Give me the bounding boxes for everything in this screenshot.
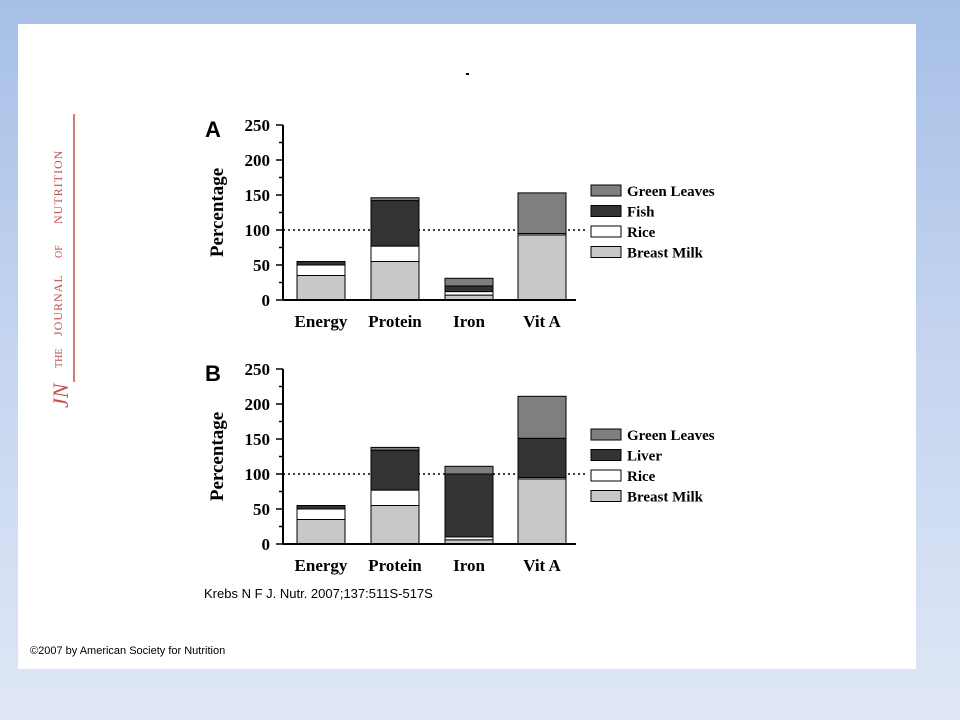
y-tick-label: 250 xyxy=(245,116,271,135)
bar-segment xyxy=(444,285,494,293)
bar-segment xyxy=(370,446,420,451)
bar-segment xyxy=(370,449,420,491)
bar-segment xyxy=(296,508,346,520)
chart-panel-a: A Percentage Energy Protein Iron Vit A 0 50 100 1… xyxy=(205,116,715,331)
y-tick-label: 50 xyxy=(253,256,270,275)
bar-segment xyxy=(517,437,567,479)
bar-segment xyxy=(517,192,567,234)
legend-label: Rice xyxy=(627,469,656,485)
legend-label: Fish xyxy=(627,205,655,221)
y-tick-label: 200 xyxy=(245,395,271,414)
journal-the: THE xyxy=(54,349,65,368)
x-tick-label: Iron xyxy=(453,556,485,575)
copyright: ©2007 by American Society for Nutrition xyxy=(30,645,226,657)
panel-label: B xyxy=(205,361,221,386)
bar-segment xyxy=(444,291,494,296)
bar-segment xyxy=(296,261,346,266)
bar-segment xyxy=(517,478,567,545)
legend-swatch xyxy=(590,225,622,238)
legend-swatch xyxy=(590,184,622,197)
bar-segment xyxy=(370,489,420,507)
x-tick-label: Vit A xyxy=(523,556,561,575)
y-tick-label: 0 xyxy=(262,291,271,310)
y-tick-label: 150 xyxy=(245,186,271,205)
bar-segment xyxy=(517,395,567,439)
legend-swatch xyxy=(590,490,622,502)
y-tick-label: 250 xyxy=(245,360,271,379)
legend-label: Rice xyxy=(627,225,656,241)
x-tick-label: Iron xyxy=(453,312,485,331)
citation: Krebs N F J. Nutr. 2007;137:511S-517S xyxy=(204,586,433,601)
bar-segment xyxy=(296,275,346,301)
legend-label: Green Leaves xyxy=(627,184,715,200)
legend-label: Breast Milk xyxy=(627,490,704,506)
journal-word1: JOURNAL xyxy=(51,274,65,336)
legend-swatch xyxy=(590,246,622,258)
legend-label: Liver xyxy=(627,449,662,465)
bar-segment xyxy=(370,245,420,263)
bar-segment xyxy=(444,277,494,287)
x-tick-label: Vit A xyxy=(523,312,561,331)
legend-swatch xyxy=(590,469,622,482)
bar-segment xyxy=(370,261,420,301)
legend-swatch xyxy=(590,428,622,441)
y-tick-label: 100 xyxy=(245,465,271,484)
y-tick-label: 0 xyxy=(262,535,271,554)
bar-segment xyxy=(370,200,420,247)
y-tick-label: 150 xyxy=(245,430,271,449)
y-tick-label: 50 xyxy=(253,500,270,519)
y-axis-label: Percentage xyxy=(207,412,228,501)
x-tick-label: Protein xyxy=(368,556,422,575)
bar-segment xyxy=(296,519,346,545)
panel-label: A xyxy=(205,117,221,142)
x-tick-label: Energy xyxy=(295,556,348,575)
journal-of: OF xyxy=(54,245,65,258)
figure: A Percentage Energy Protein Iron Vit A 0 50 100 1… xyxy=(205,116,715,575)
bar-segment xyxy=(370,505,420,545)
legend-label: Breast Milk xyxy=(627,246,704,262)
bar-segment xyxy=(370,197,420,202)
y-axis-label: Percentage xyxy=(207,168,228,257)
journal-abbrev: JN xyxy=(48,382,73,408)
slide-panel: JN THE JOURNAL OF NUTRITION A Percentage E… xyxy=(18,24,916,669)
chart-panel-b: B Percentage Energy Protein Iron Vit A 0 50 100 1… xyxy=(205,360,715,575)
bar-segment xyxy=(444,465,494,475)
stray-mark xyxy=(466,73,469,75)
journal-logo: JN THE JOURNAL OF NUTRITION xyxy=(48,114,75,408)
x-tick-label: Protein xyxy=(368,312,422,331)
bar-segment xyxy=(444,473,494,538)
bar-segment xyxy=(296,505,346,510)
bar-segment xyxy=(517,234,567,301)
x-tick-label: Energy xyxy=(295,312,348,331)
y-tick-label: 200 xyxy=(245,151,271,170)
legend-label: Green Leaves xyxy=(627,428,715,444)
legend-swatch xyxy=(590,205,622,217)
y-tick-label: 100 xyxy=(245,221,271,240)
legend-swatch xyxy=(590,449,622,461)
bar-segment xyxy=(296,264,346,276)
journal-word2: NUTRITION xyxy=(51,150,65,224)
